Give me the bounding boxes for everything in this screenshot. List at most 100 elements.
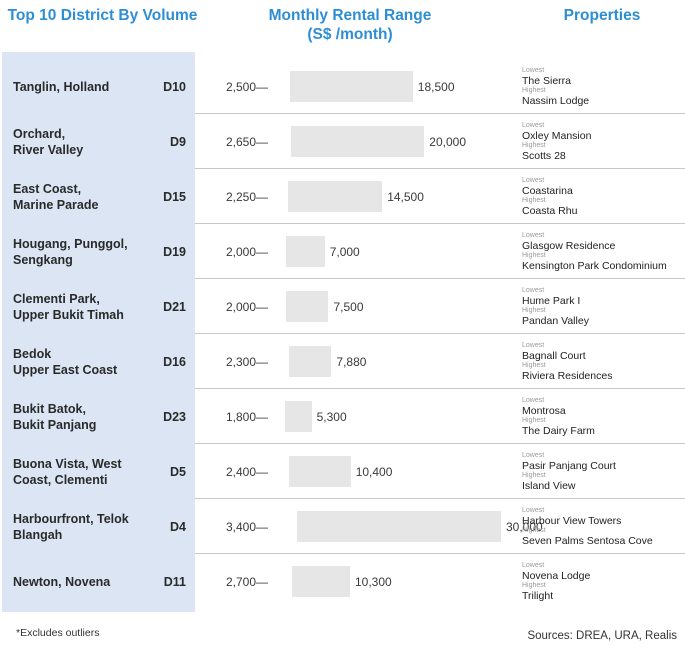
district-name: Bukit Batok, Bukit Panjang	[13, 401, 97, 432]
highest-caption: Highest	[522, 141, 546, 149]
low-value-text: 2,250	[225, 189, 256, 204]
high-value-label: 7,500	[333, 299, 364, 314]
low-value-label: 2,000—	[200, 224, 268, 279]
range-bar	[288, 346, 332, 377]
low-value-tick: —	[256, 79, 268, 94]
low-value-label: 2,650—	[200, 114, 268, 169]
range-bar	[284, 401, 312, 432]
sources: Sources: DREA, URA, Realis	[527, 630, 677, 642]
lowest-property: Oxley Mansion	[522, 129, 592, 142]
properties-cell: Lowest Montrosa Highest The Dairy Farm	[522, 389, 684, 444]
rental-range-header-line1: Monthly Rental Range	[268, 7, 432, 24]
properties-cell: Lowest Novena Lodge Highest Trilight	[522, 554, 684, 609]
highest-caption: Highest	[522, 251, 546, 259]
row-divider	[195, 498, 685, 499]
lowest-caption: Lowest	[522, 66, 545, 74]
district-name: Clementi Park, Upper Bukit Timah	[13, 291, 124, 322]
range-bar	[289, 456, 351, 487]
low-value-tick: —	[256, 574, 268, 589]
lowest-caption: Lowest	[522, 231, 545, 239]
table-row: East Coast, Marine Parade D15 2,250— 14,500…	[0, 169, 685, 224]
highest-property: Seven Palms Sentosa Cove	[522, 534, 653, 547]
district-code: D23	[163, 409, 186, 424]
district-name: Tanglin, Holland	[13, 79, 110, 94]
table-row: Hougang, Punggol, Sengkang D19 2,000— 7,000…	[0, 224, 685, 279]
table-row: Bukit Batok, Bukit Panjang D23 1,800— 5,300…	[0, 389, 685, 444]
highest-caption: Highest	[522, 306, 546, 314]
low-value-tick: —	[256, 134, 268, 149]
low-value-label: 2,000—	[200, 279, 268, 334]
range-bar	[286, 291, 329, 322]
table-row: Newton, Novena D11 2,700— 10,300 Lowest Noven…	[0, 554, 685, 609]
highest-property: Nassim Lodge	[522, 94, 590, 107]
properties-cell: Lowest The Sierra Highest Nassim Lodge	[522, 59, 684, 114]
low-value-tick: —	[256, 464, 268, 479]
row-divider	[195, 113, 685, 114]
row-divider	[195, 333, 685, 334]
highest-property: Riviera Residences	[522, 369, 613, 382]
lowest-property: Hume Park I	[522, 294, 581, 307]
lowest-property: Coastarina	[522, 184, 573, 197]
district-code: D10	[163, 79, 186, 94]
table-row: Bedok Upper East Coast D16 2,300— 7,880 Lowe…	[0, 334, 685, 389]
district-code: D15	[163, 189, 186, 204]
highest-caption: Highest	[522, 196, 546, 204]
high-value-label: 10,400	[355, 464, 393, 479]
low-value-tick: —	[256, 409, 268, 424]
properties-cell: Lowest Hume Park I Highest Pandan Valley	[522, 279, 684, 334]
table-row: Buona Vista, West Coast, Clementi D5 2,400…	[0, 444, 685, 499]
district-name: Orchard, River Valley	[13, 126, 84, 157]
high-value-label: 20,000	[429, 134, 466, 149]
low-value-text: 2,400	[225, 464, 256, 479]
lowest-property: Pasir Panjang Court	[522, 459, 616, 472]
range-bar	[297, 511, 501, 542]
properties-cell: Lowest Glasgow Residence Highest Kensington…	[522, 224, 684, 279]
lowest-caption: Lowest	[522, 561, 545, 569]
highest-property: Island View	[522, 479, 576, 492]
district-header: Top 10 District By Volume	[7, 7, 198, 24]
low-value-text: 2,700	[225, 574, 256, 589]
low-value-label: 2,500—	[200, 59, 268, 114]
row-divider	[195, 388, 685, 389]
district-code: D21	[163, 299, 186, 314]
district-name: Bedok Upper East Coast	[13, 346, 118, 377]
low-value-text: 2,000	[225, 299, 256, 314]
highest-property: Coasta Rhu	[522, 204, 578, 217]
range-bar	[291, 126, 425, 157]
highest-property: Trilight	[522, 589, 554, 602]
lowest-caption: Lowest	[522, 176, 545, 184]
low-value-text: 2,300	[225, 354, 256, 369]
table-row: Tanglin, Holland D10 2,500— 18,500 Lowest The…	[0, 59, 685, 114]
district-code: D19	[163, 244, 186, 259]
district-code: D9	[170, 134, 186, 149]
properties-cell: Lowest Bagnall Court Highest Riviera Reside…	[522, 334, 684, 389]
highest-caption: Highest	[522, 581, 546, 589]
row-divider	[195, 223, 685, 224]
low-value-tick: —	[256, 299, 268, 314]
highest-caption: Highest	[522, 526, 546, 534]
highest-caption: Highest	[522, 361, 546, 369]
lowest-caption: Lowest	[522, 396, 545, 404]
district-name: East Coast, Marine Parade	[13, 181, 99, 212]
low-value-tick: —	[256, 519, 268, 534]
district-name: Newton, Novena	[13, 574, 111, 589]
low-value-text: 2,500	[225, 79, 256, 94]
district-code: D11	[163, 574, 186, 589]
low-value-label: 2,400—	[200, 444, 268, 499]
highest-property: Scotts 28	[522, 149, 566, 162]
lowest-property: Harbour View Towers	[522, 514, 622, 527]
lowest-caption: Lowest	[522, 121, 545, 129]
table-row: Orchard, River Valley D9 2,650— 20,000 Lowes…	[0, 114, 685, 169]
table-row: Harbourfront, Telok Blangah D4 3,400— 30,00…	[0, 499, 685, 554]
high-value-label: 14,500	[387, 189, 424, 204]
high-value-label: 5,300	[316, 409, 347, 424]
lowest-property: The Sierra	[522, 74, 572, 87]
properties-cell: Lowest Harbour View Towers Highest Seven Pa…	[522, 499, 684, 554]
district-name: Harbourfront, Telok Blangah	[13, 511, 129, 542]
low-value-text: 1,800	[225, 409, 256, 424]
lowest-caption: Lowest	[522, 286, 545, 294]
lowest-caption: Lowest	[522, 341, 545, 349]
low-value-tick: —	[256, 189, 268, 204]
lowest-caption: Lowest	[522, 451, 545, 459]
low-value-text: 3,400	[225, 519, 256, 534]
